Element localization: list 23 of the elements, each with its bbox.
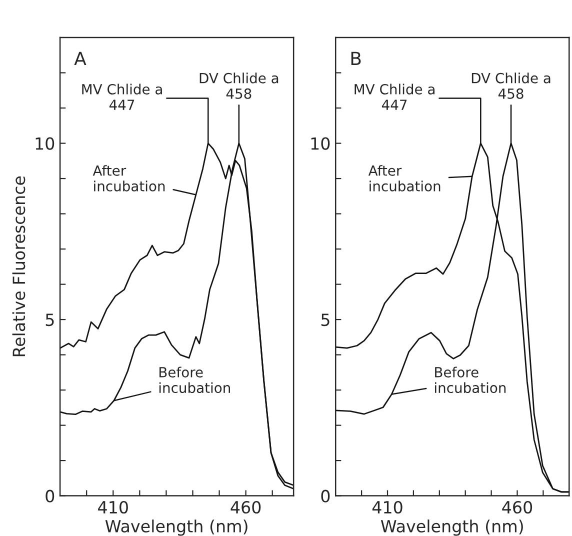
text: A [74,52,86,65]
annotation: After incubation [92,165,165,192]
y-tick-label: 10 [36,137,54,150]
x-axis-title: Wavelength (nm) [380,520,523,536]
y-tick-label: 0 [321,490,330,502]
y-axis-title: Relative Fluorescence [12,176,26,356]
text: B [351,52,361,65]
y-tick-label: 5 [321,314,330,326]
x-tick-label: 410 [372,500,402,514]
annotation: DV Chlide a 458 [200,72,278,99]
y-tick-label: 10 [311,137,330,150]
y-tick-label: 0 [46,490,54,502]
x-axis-title: Wavelength (nm) [105,520,248,536]
annotation: Before incubation [159,366,230,394]
annotation: After incubation [368,165,440,192]
annotation: DV Chlide a 458 [472,72,550,99]
y-tick-label: 5 [46,314,54,326]
x-tick-label: 460 [230,500,261,514]
x-tick-label: 460 [502,500,532,514]
annotation: MV Chlide a 447 [354,84,434,110]
x-tick-label: 410 [98,500,128,514]
annotation: Before incubation [435,366,506,394]
annotation: MV Chlide a 447 [82,84,162,110]
